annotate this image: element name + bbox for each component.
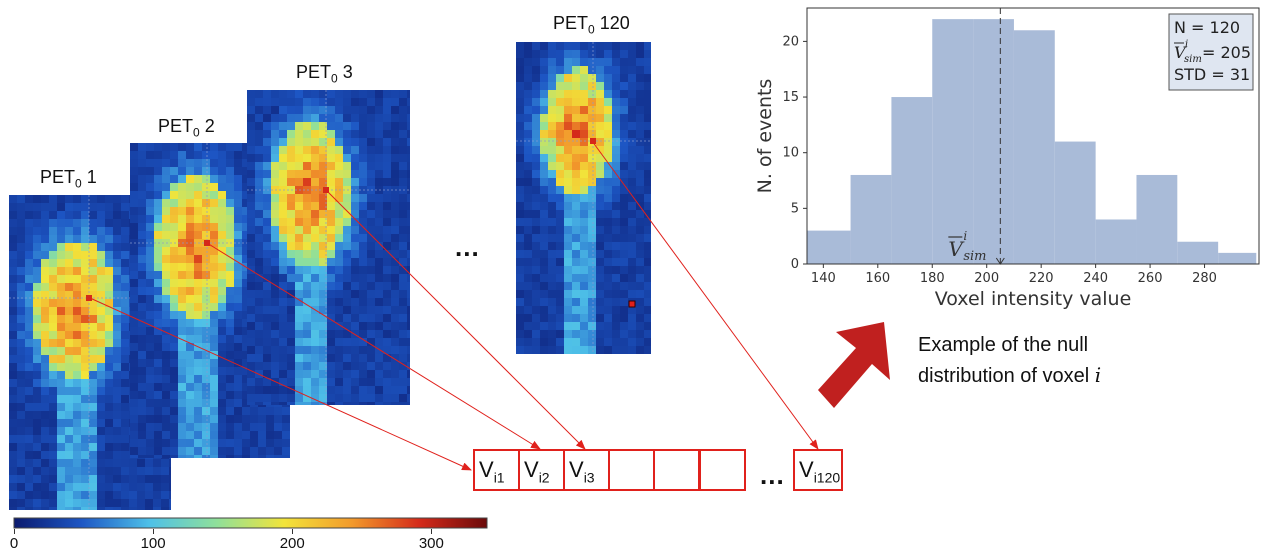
histogram-bar bbox=[1054, 141, 1096, 264]
x-tick-label: 180 bbox=[920, 271, 945, 286]
histogram-bar bbox=[850, 174, 892, 264]
y-tick-label: 20 bbox=[782, 34, 799, 49]
vector-cell-label: Vi1 bbox=[479, 457, 505, 486]
vector-cell-label: Vi3 bbox=[569, 457, 595, 486]
histogram-bar bbox=[891, 97, 933, 264]
colorbar-tick-mark bbox=[431, 529, 433, 534]
x-tick-label: 220 bbox=[1029, 271, 1054, 286]
y-tick-label: 0 bbox=[791, 257, 799, 272]
big-red-arrow bbox=[818, 322, 890, 408]
histogram-bar bbox=[973, 19, 1014, 265]
vector-cell-4 bbox=[608, 449, 655, 491]
null-distribution-histogram: 0 5 10 15 20 140 160 180 200 220 240 260 280 Voxel in… bbox=[755, 7, 1260, 310]
vector-cell-2: Vi2 bbox=[518, 449, 565, 491]
stats-mean: = 205 bbox=[1202, 43, 1251, 62]
colorbar-tick-label: 300 bbox=[418, 535, 444, 552]
vector-cell-5 bbox=[653, 449, 700, 491]
stats-std: STD = 31 bbox=[1174, 65, 1250, 84]
mean-annotation: V bbox=[948, 237, 965, 261]
pet-label-120: PET0 120 bbox=[553, 13, 630, 37]
y-tick-label: 15 bbox=[782, 90, 799, 105]
caption-line-1: Example of the null bbox=[918, 334, 1089, 356]
histogram-bar bbox=[1177, 241, 1219, 264]
slice-ellipsis: ... bbox=[455, 232, 480, 262]
colorbar bbox=[13, 517, 488, 529]
pet-label-2: PET0 2 bbox=[158, 116, 215, 140]
vector-cell-label: Vi2 bbox=[524, 457, 550, 486]
colorbar-tick-label: 0 bbox=[9, 535, 19, 552]
y-tick-label: 10 bbox=[782, 146, 799, 161]
vector-cell-1: Vi1 bbox=[473, 449, 520, 491]
mean-annotation-sup: i bbox=[963, 229, 967, 243]
plot-frame bbox=[806, 7, 1260, 265]
histogram-bar bbox=[1095, 219, 1137, 264]
vector-cell-6 bbox=[699, 449, 746, 491]
stats-mean-sup: i bbox=[1185, 39, 1188, 50]
pet-slice-3 bbox=[247, 90, 410, 405]
vector-cell-label: Vi120 bbox=[799, 457, 841, 486]
colorbar-tick-label: 100 bbox=[140, 535, 166, 552]
pet-slice-120-image bbox=[516, 42, 651, 354]
colorbar-tick-mark bbox=[292, 529, 294, 534]
colorbar-tick-label: 200 bbox=[279, 535, 305, 552]
stats-mean-sub: sim bbox=[1184, 54, 1202, 65]
pet-label-3: PET0 3 bbox=[296, 62, 353, 86]
mean-annotation-sub: sim bbox=[963, 249, 986, 264]
x-tick-label: 260 bbox=[1138, 271, 1163, 286]
stats-n: N = 120 bbox=[1174, 18, 1240, 37]
histogram-bar bbox=[1013, 30, 1055, 265]
x-tick-label: 240 bbox=[1083, 271, 1108, 286]
y-tick-label: 5 bbox=[791, 201, 799, 216]
caption-line-2: distribution of voxel i bbox=[918, 363, 1102, 387]
histogram-bar bbox=[1218, 252, 1257, 264]
vector-cell-3: Vi3 bbox=[563, 449, 610, 491]
y-axis-label: N. of events bbox=[755, 79, 776, 194]
colorbar-tick-mark bbox=[14, 529, 15, 534]
pet-slice-120 bbox=[516, 42, 651, 354]
histogram-bar bbox=[932, 19, 974, 265]
colorbar-tick-mark bbox=[153, 529, 155, 534]
pet-label-1: PET0 1 bbox=[40, 167, 97, 191]
x-axis-label: Voxel intensity value bbox=[935, 288, 1132, 310]
x-tick-label: 160 bbox=[865, 271, 890, 286]
histogram-bar bbox=[807, 230, 851, 264]
x-tick-label: 200 bbox=[974, 271, 999, 286]
stats-box bbox=[1168, 13, 1254, 91]
null-distribution-caption: Example of the null distribution of voxe… bbox=[918, 330, 1101, 391]
vector-cell-120: Vi120 bbox=[793, 449, 843, 491]
x-tick-label: 140 bbox=[811, 271, 836, 286]
pet-slice-3-image bbox=[247, 90, 410, 405]
mean-annotation-arrow bbox=[995, 257, 1005, 265]
histogram-bar bbox=[1136, 174, 1178, 264]
stats-mean-symbol: V bbox=[1174, 43, 1187, 62]
vector-ellipsis: ... bbox=[760, 460, 785, 490]
x-tick-label: 280 bbox=[1192, 271, 1217, 286]
